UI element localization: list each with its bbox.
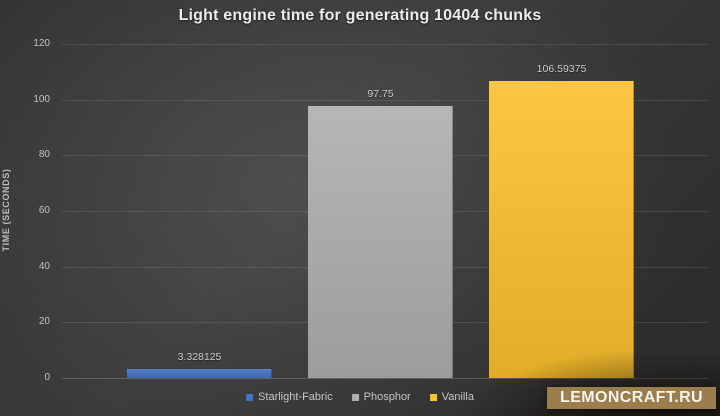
legend-swatch-icon [429, 393, 437, 401]
legend: Starlight-Fabric Phosphor Vanilla [246, 391, 474, 403]
bar-value-vanilla: 106.59375 [536, 63, 587, 76]
bar-value-phosphor: 97.75 [367, 87, 394, 100]
y-tick-label-100: 100 [33, 93, 50, 105]
y-tick-label-40: 40 [38, 260, 50, 272]
bar-vanilla [489, 81, 634, 378]
legend-item-vanilla: Vanilla [429, 391, 474, 403]
plot-area: 3.328125 97.75 106.59375 [62, 44, 708, 379]
bar-phosphor [308, 105, 453, 378]
gridline-y-120 [62, 44, 708, 45]
y-tick-label-0: 0 [44, 372, 50, 383]
legend-label: Vanilla [441, 391, 474, 403]
legend-swatch-icon [246, 393, 254, 401]
watermark-badge: LEMONCRAFT.RU [547, 387, 716, 409]
bar-starlight-fabric [127, 368, 272, 378]
chart-title: Light engine time for generating 10404 c… [178, 7, 542, 24]
legend-item-phosphor: Phosphor [351, 391, 411, 403]
legend-label: Starlight-Fabric [258, 391, 333, 403]
legend-item-starlight-fabric: Starlight-Fabric [246, 391, 333, 403]
y-tick-label-20: 20 [38, 316, 50, 328]
y-tick-label-80: 80 [38, 149, 50, 161]
y-tick-label-60: 60 [38, 205, 50, 216]
y-tick-label-120: 120 [33, 38, 50, 49]
gridline-y-0 [62, 378, 708, 379]
legend-swatch-icon [351, 393, 359, 401]
legend-label: Phosphor [363, 391, 411, 403]
bar-value-starlight-fabric: 3.328125 [177, 350, 222, 363]
y-axis-title: TIME (SECONDS) [1, 168, 11, 252]
